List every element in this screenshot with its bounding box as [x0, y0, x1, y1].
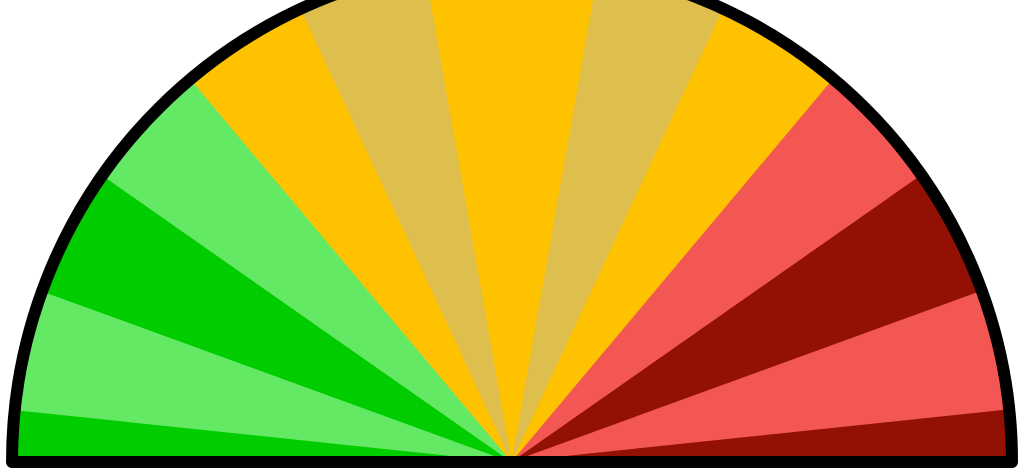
- gauge-segments: [11, 0, 1013, 463]
- gauge-outline: [6, 0, 1018, 468]
- gauge-segment-7: [430, 0, 594, 463]
